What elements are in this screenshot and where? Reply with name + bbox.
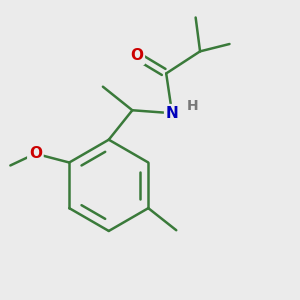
Text: O: O: [130, 48, 143, 63]
Text: O: O: [29, 146, 42, 161]
Text: N: N: [166, 106, 178, 121]
Text: H: H: [187, 99, 199, 113]
